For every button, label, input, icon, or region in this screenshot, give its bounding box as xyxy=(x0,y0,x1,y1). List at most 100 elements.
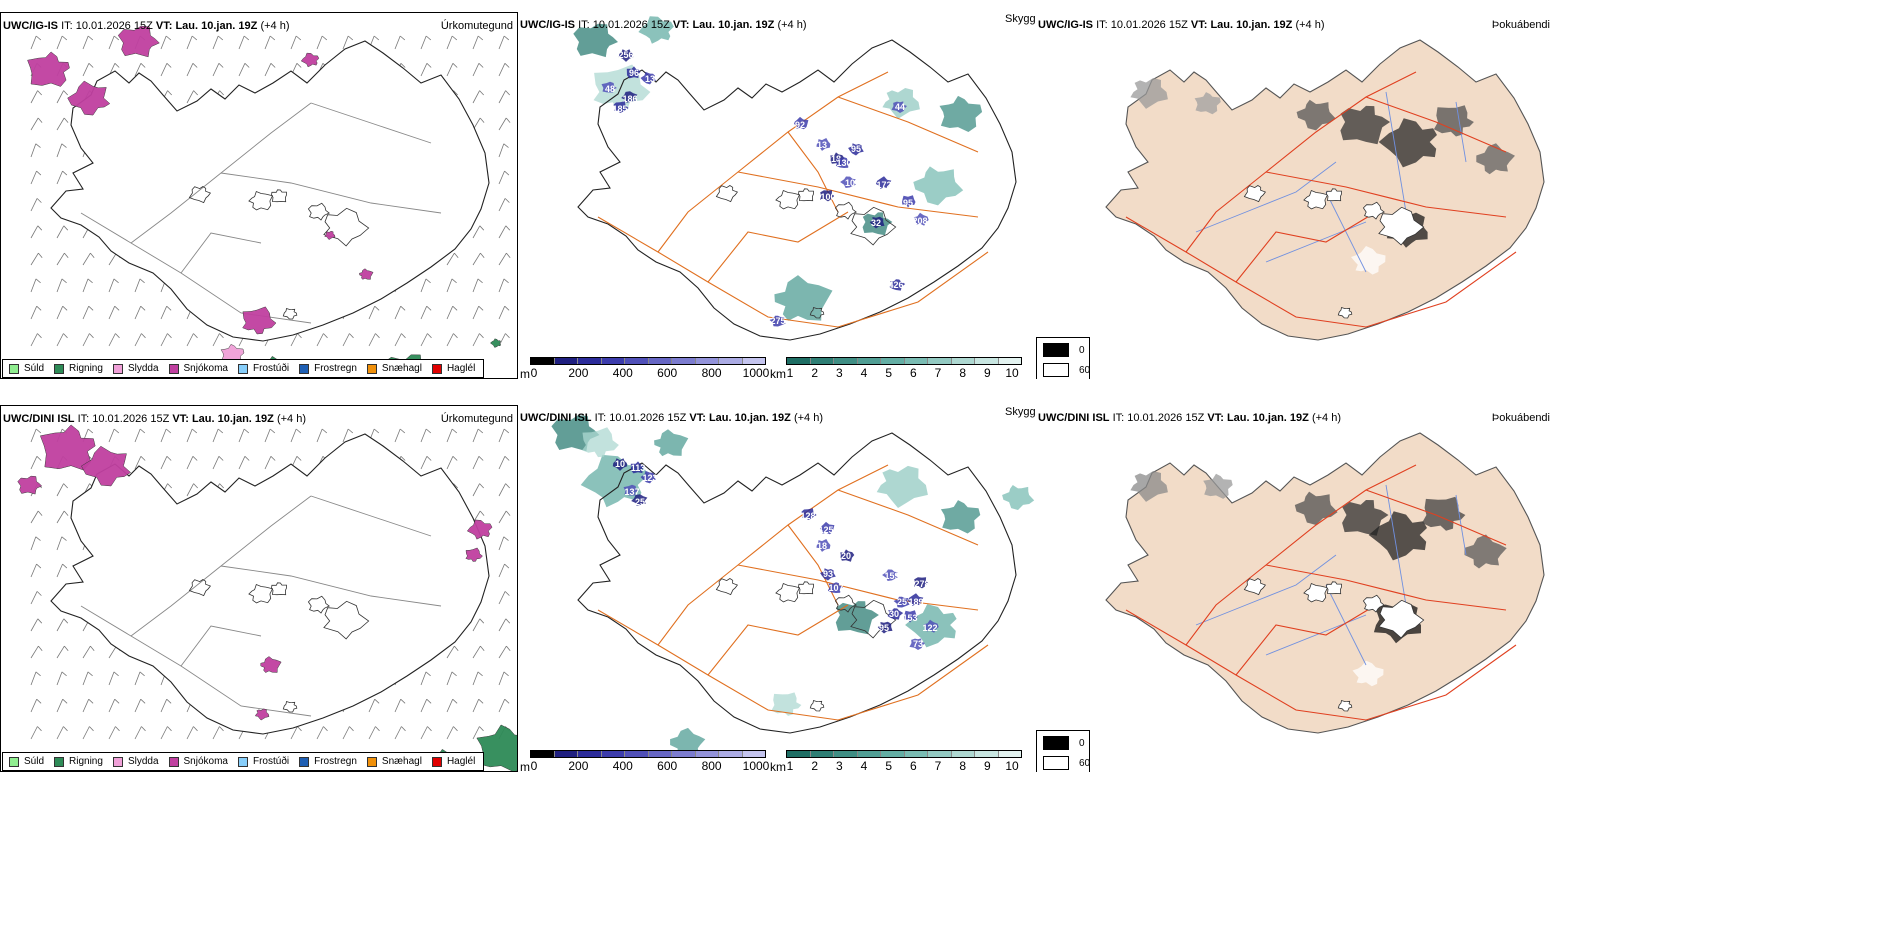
wind-barb xyxy=(56,483,64,497)
wind-barb xyxy=(212,35,219,50)
wind-barb xyxy=(82,726,90,740)
wind-barb-flag xyxy=(504,456,510,461)
wind-barb xyxy=(56,90,64,104)
wind-barb xyxy=(498,591,506,605)
colorbar-segment xyxy=(975,358,999,364)
ceiling-area xyxy=(816,539,831,552)
ceiling-area xyxy=(902,195,916,208)
wind-barb-flag xyxy=(297,726,302,732)
wind-barb xyxy=(394,428,401,443)
glacier-outline xyxy=(850,599,897,639)
wind-barb xyxy=(82,63,90,77)
wind-barb xyxy=(30,198,38,212)
wind-barb xyxy=(56,278,63,293)
wind-barb-flag xyxy=(505,333,510,339)
wind-barb xyxy=(56,699,64,713)
ceiling-label: 48 xyxy=(605,84,615,94)
panel-header: UWC/IG-IS IT: 10.01.2026 15Z VT: Lau. 10… xyxy=(520,19,807,31)
wind-barb xyxy=(472,90,480,104)
wind-barb xyxy=(134,726,142,740)
wind-barb xyxy=(186,333,194,347)
precip-area xyxy=(489,338,502,348)
legend-item: Frostregn xyxy=(299,756,357,767)
colorbar-segment xyxy=(881,358,905,364)
wind-barb xyxy=(238,35,245,50)
legend-label: Haglél xyxy=(446,363,476,374)
colorbar-segment xyxy=(742,358,765,364)
wind-barb xyxy=(160,63,168,77)
wind-barb xyxy=(160,428,167,443)
panel-header: UWC/DINI ISL IT: 10.01.2026 15Z VT: Lau.… xyxy=(3,413,306,425)
precip-area xyxy=(117,25,160,58)
colorbar-tick: 4 xyxy=(860,759,868,772)
wind-barb xyxy=(56,117,65,131)
colorbar-tick: 10 xyxy=(1005,366,1019,379)
ceiling-label: 18 xyxy=(817,541,827,551)
wind-barb xyxy=(368,306,376,320)
colorbar-unit: m xyxy=(520,367,530,379)
wind-barb-flag xyxy=(36,563,42,569)
wind-barb xyxy=(446,428,453,443)
wind-barb xyxy=(446,726,454,740)
wind-barb-flag xyxy=(426,456,432,461)
wind-barb xyxy=(56,726,64,740)
wind-barb xyxy=(498,143,505,158)
ceiling-area xyxy=(793,116,809,130)
glacier-outline xyxy=(850,206,897,246)
wind-barb-flag xyxy=(167,726,172,732)
ceiling-label: 96 xyxy=(629,68,639,78)
wind-barb xyxy=(446,35,453,50)
wind-barb-flag xyxy=(506,252,511,259)
ceiling-area xyxy=(877,621,893,634)
ceiling-area xyxy=(820,190,835,202)
wind-barb xyxy=(368,726,376,740)
wind-barb-flag xyxy=(36,305,42,311)
panel-header: UWC/IG-IS IT: 10.01.2026 15Z VT: Lau. 10… xyxy=(3,20,290,32)
wind-barb-flag xyxy=(505,90,510,96)
legend-item: Haglél xyxy=(431,756,475,767)
colorbar-segment xyxy=(998,751,1021,757)
precip-area xyxy=(27,51,70,87)
colorbar-tick: 0 xyxy=(530,759,538,772)
colorbar-tick: 4 xyxy=(860,366,868,379)
wind-barb-flag xyxy=(166,456,172,461)
wind-barb-flag xyxy=(87,428,94,434)
wind-barb xyxy=(160,333,168,347)
visibility-colorbar: 1 2 3 4 5 6 7 8 9 10 km xyxy=(770,357,1022,379)
wind-barb-flag xyxy=(90,252,95,259)
colorbar-segment xyxy=(672,751,696,757)
wind-barb-flag xyxy=(113,428,120,434)
colorbar-tick: 7 xyxy=(934,759,942,772)
ceiling-area xyxy=(612,458,628,471)
wind-barb xyxy=(82,699,90,713)
wind-barb-flag xyxy=(218,456,224,461)
legend-label: Rigning xyxy=(69,756,103,767)
wind-barb xyxy=(420,35,427,50)
wind-barb xyxy=(108,645,117,659)
wind-barb-flag xyxy=(451,278,457,284)
glacier-outline xyxy=(1362,594,1385,613)
wind-barb-flag xyxy=(503,143,509,148)
fog-area xyxy=(1422,496,1466,531)
wind-barb xyxy=(420,63,428,77)
fog-area xyxy=(1342,500,1389,536)
wind-barb-flag xyxy=(87,671,93,677)
wind-barb-flag xyxy=(479,618,485,624)
ceiling-area xyxy=(630,461,645,474)
ceiling-label: 426 xyxy=(888,280,903,290)
wind-barb-flag xyxy=(166,63,172,68)
glacier-outline xyxy=(1378,206,1425,246)
wind-barb xyxy=(186,726,194,740)
wind-barb-flag xyxy=(166,698,172,704)
wind-barb-flag xyxy=(139,278,145,284)
ceiling-label: 256 xyxy=(618,50,633,60)
wind-barb xyxy=(108,252,117,266)
wind-barb xyxy=(316,428,323,443)
colorbar-tick: 2 xyxy=(811,366,818,379)
visibility-area xyxy=(1002,485,1035,510)
coastline xyxy=(50,433,490,735)
wind-barb-flag xyxy=(167,333,172,339)
wind-barb xyxy=(56,225,65,239)
wind-barb-flag xyxy=(375,333,380,339)
wind-barb xyxy=(446,278,453,293)
